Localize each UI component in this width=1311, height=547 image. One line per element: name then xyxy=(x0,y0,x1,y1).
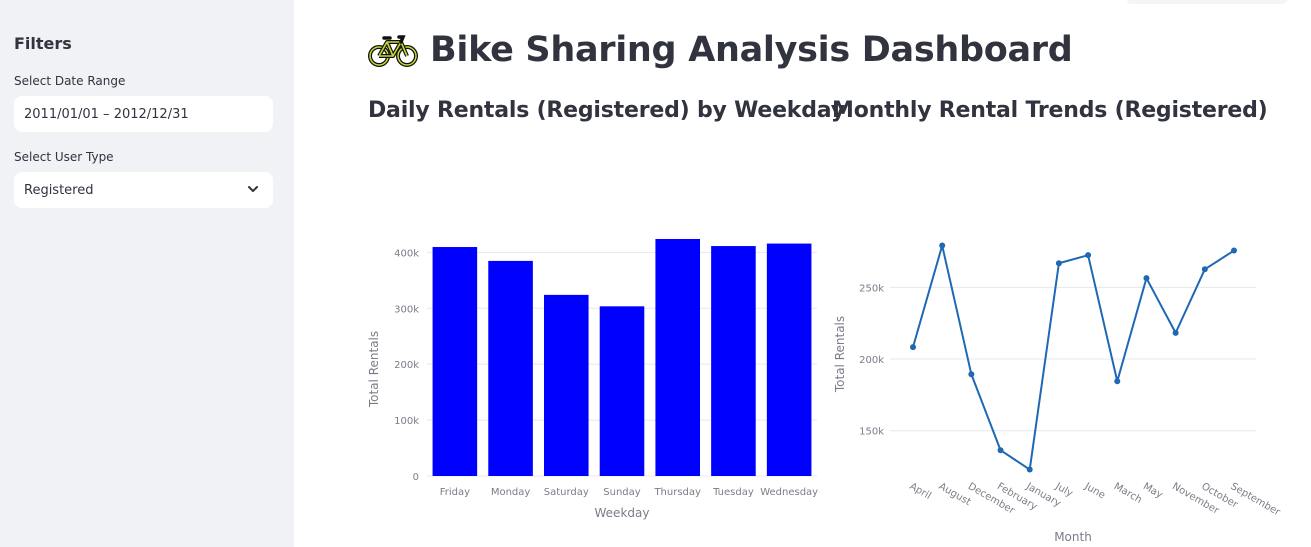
bar-x-tick-label: Wednesday xyxy=(760,487,818,498)
user-type-label: Select User Type xyxy=(14,150,114,164)
line-point xyxy=(997,447,1004,454)
line-y-tick-label: 250k xyxy=(859,283,884,294)
line-x-tick-label: March xyxy=(1112,481,1144,506)
bar-mark xyxy=(432,247,478,476)
bar-x-tick-label: Monday xyxy=(491,487,531,498)
line-point xyxy=(1143,275,1150,282)
bicycle-icon xyxy=(368,35,418,67)
line-x-axis-title: Month xyxy=(1054,530,1092,544)
bar-chart-title: Daily Rentals (Registered) by Weekday xyxy=(368,98,845,123)
line-y-tick-label: 200k xyxy=(859,355,884,366)
bar-x-tick-label: Friday xyxy=(440,487,470,498)
page-title: Bike Sharing Analysis Dashboard xyxy=(368,30,1073,70)
bar-x-tick-label: Sunday xyxy=(603,487,640,498)
date-range-label: Select Date Range xyxy=(14,74,126,88)
line-point xyxy=(1055,260,1062,267)
line-x-tick-label: April xyxy=(908,481,933,502)
bar-mark xyxy=(599,306,645,476)
line-point xyxy=(1201,266,1208,273)
bar-y-tick-label: 300k xyxy=(394,304,419,315)
line-point xyxy=(1231,247,1237,254)
line-point xyxy=(1172,329,1179,336)
line-x-tick-label: June xyxy=(1082,481,1107,502)
bar-y-tick-label: 400k xyxy=(394,248,419,259)
toolbar-stub xyxy=(1127,0,1287,4)
page-title-text: Bike Sharing Analysis Dashboard xyxy=(430,30,1073,70)
bar-x-tick-label: Tuesday xyxy=(712,487,754,498)
line-point xyxy=(1085,252,1092,259)
line-point xyxy=(939,242,946,249)
line-point xyxy=(1026,466,1033,473)
bar-x-tick-label: Thursday xyxy=(653,487,701,498)
line-point xyxy=(1114,378,1121,385)
bar-mark xyxy=(544,294,589,476)
bar-y-tick-label: 200k xyxy=(394,360,419,371)
line-series xyxy=(912,244,1235,471)
line-point xyxy=(968,371,975,378)
user-type-value: Registered xyxy=(24,182,94,198)
sidebar: Filters Select Date Range 2011/01/01 – 2… xyxy=(0,0,294,547)
chevron-down-icon xyxy=(248,186,258,192)
line-point xyxy=(910,344,916,351)
bar-x-tick-label: Saturday xyxy=(544,487,589,498)
sidebar-title: Filters xyxy=(14,34,72,53)
line-chart-title: Monthly Rental Trends (Registered) xyxy=(832,98,1268,123)
line-x-tick-label: May xyxy=(1141,481,1164,501)
line-y-axis-title: Total Rentals xyxy=(833,316,847,393)
bar-y-axis-title: Total Rentals xyxy=(367,331,381,408)
line-y-tick-label: 150k xyxy=(859,427,884,438)
bar-chart: 0 100k 200k 300k 400k Friday Monday Saturday Sun… xyxy=(367,238,818,520)
bar-mark xyxy=(655,238,700,476)
user-type-select[interactable]: Registered xyxy=(14,172,273,208)
line-x-tick-label: August xyxy=(937,481,973,508)
bar-y-tick-label: 100k xyxy=(394,416,419,427)
bar-mark xyxy=(488,260,533,476)
bar-y-tick-label: 0 xyxy=(413,472,419,483)
date-range-input[interactable]: 2011/01/01 – 2012/12/31 xyxy=(14,96,273,132)
bar-mark xyxy=(711,246,756,476)
bar-mark xyxy=(766,243,812,476)
date-range-value: 2011/01/01 – 2012/12/31 xyxy=(24,106,189,122)
bar-x-axis-title: Weekday xyxy=(595,506,650,520)
